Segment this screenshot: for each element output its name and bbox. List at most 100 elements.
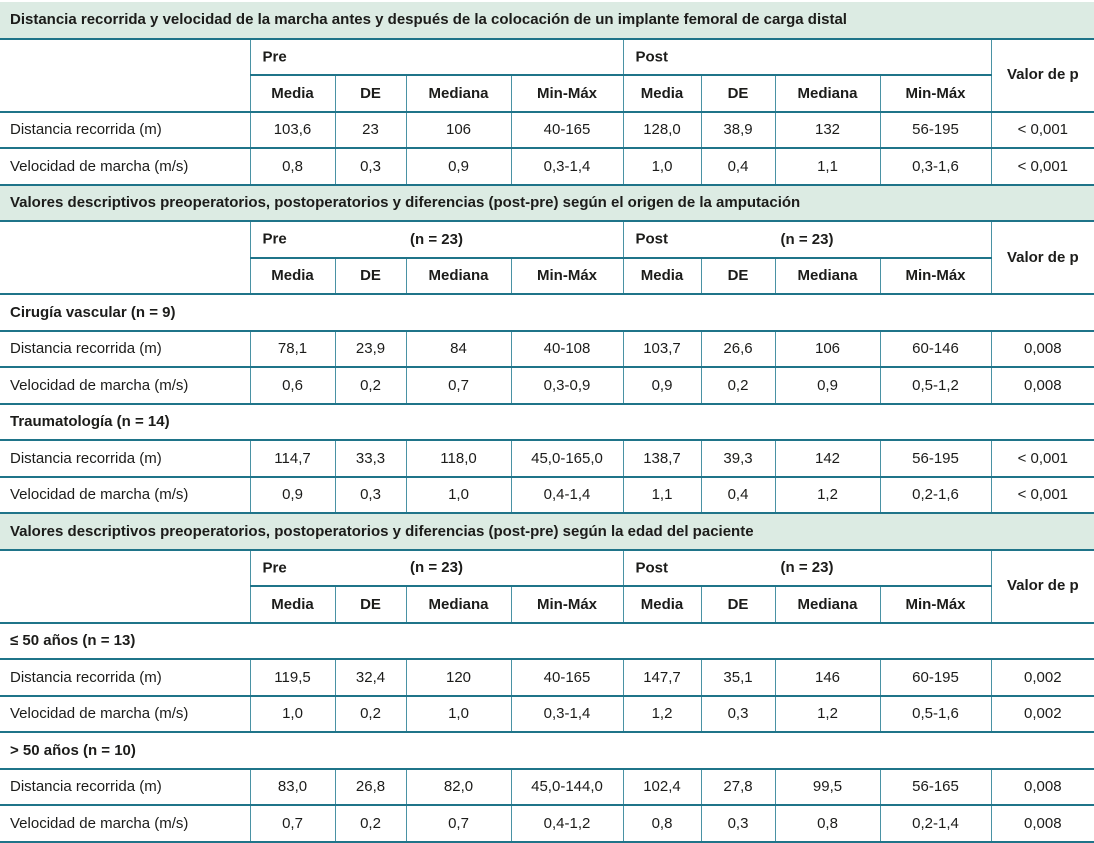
data-cell: 26,8 — [334, 767, 407, 806]
subsection-title: ≤ 50 años (n = 13) — [0, 621, 1094, 660]
data-cell: 0,008 — [990, 329, 1094, 368]
data-row: Velocidad de marcha (m/s) 0,9 0,3 1,0 0,4-1,… — [0, 475, 1094, 514]
post-label: Post — [635, 230, 669, 248]
data-cell: 0,3-0,9 — [510, 366, 624, 405]
data-cell: 0,4 — [700, 147, 776, 186]
row-label: Distancia recorrida (m) — [0, 110, 251, 149]
data-cell: 146 — [774, 658, 881, 697]
data-cell: 0,3-1,4 — [510, 694, 624, 733]
data-cell: 0,002 — [990, 658, 1094, 697]
data-cell: 128,0 — [622, 110, 702, 149]
post-group-header: Post — [622, 37, 992, 76]
p-value-header: Valor de p — [990, 37, 1094, 113]
empty-corner-cell — [0, 220, 251, 295]
column-header-pre-media: Media — [249, 585, 336, 624]
data-cell: 60-195 — [879, 658, 992, 697]
column-header-post-media: Media — [622, 256, 702, 295]
data-cell: 0,2-1,4 — [879, 804, 992, 843]
row-label: Distancia recorrida (m) — [0, 767, 251, 806]
pre-label: Pre — [262, 48, 287, 66]
empty-corner-cell — [0, 548, 251, 624]
data-cell: 0,5-1,6 — [879, 694, 992, 733]
data-cell: 0,3 — [700, 804, 776, 843]
data-cell: 120 — [405, 658, 512, 697]
p-value-header: Valor de p — [990, 548, 1094, 624]
data-cell: 1,1 — [622, 475, 702, 514]
data-cell: 142 — [774, 439, 881, 478]
data-cell: 1,0 — [249, 694, 336, 733]
column-header-post-mediana: Mediana — [774, 256, 881, 295]
data-cell: 0,9 — [405, 147, 512, 186]
data-cell: 40-165 — [510, 658, 624, 697]
group-header-row: Pre (n = 23) Post (n = 23) Valor de p — [0, 548, 1094, 624]
data-cell: 106 — [774, 329, 881, 368]
data-cell: 40-108 — [510, 329, 624, 368]
column-header-post-media: Media — [622, 585, 702, 624]
pre-group-header: Pre (n = 23) — [249, 220, 624, 259]
post-group-header: Post (n = 23) — [622, 220, 992, 259]
data-cell: 60-146 — [879, 329, 992, 368]
data-cell: 0,3-1,4 — [510, 147, 624, 186]
column-header-pre-minmax: Min-Máx — [510, 585, 624, 624]
post-n-count: (n = 23) — [780, 230, 834, 248]
data-cell: 23 — [334, 110, 407, 149]
data-cell: 1,2 — [774, 694, 881, 733]
data-cell: < 0,001 — [990, 110, 1094, 149]
pre-n-count: (n = 23) — [410, 559, 463, 577]
data-cell: 1,2 — [774, 475, 881, 514]
data-cell: 0,8 — [249, 147, 336, 186]
data-cell: 78,1 — [249, 329, 336, 368]
post-label: Post — [635, 48, 669, 66]
data-cell: 35,1 — [700, 658, 776, 697]
data-cell: 0,2-1,6 — [879, 475, 992, 514]
column-header-pre-mediana: Mediana — [405, 585, 512, 624]
section-title-row: Valores descriptivos preoperatorios, pos… — [0, 512, 1094, 551]
column-header-pre-media: Media — [249, 256, 336, 295]
data-cell: 0,5-1,2 — [879, 366, 992, 405]
column-header-post-mediana: Mediana — [774, 585, 881, 624]
column-header-post-minmax: Min-Máx — [879, 74, 992, 113]
data-cell: 0,008 — [990, 366, 1094, 405]
row-label: Velocidad de marcha (m/s) — [0, 147, 251, 186]
pre-n-count: (n = 23) — [410, 230, 463, 248]
post-n-count: (n = 23) — [780, 559, 834, 577]
data-cell: 103,6 — [249, 110, 336, 149]
data-cell: 0,2 — [334, 694, 407, 733]
section-title: Valores descriptivos preoperatorios, pos… — [0, 512, 1094, 551]
section-title-row: Distancia recorrida y velocidad de la ma… — [0, 1, 1094, 40]
data-cell: 1,2 — [622, 694, 702, 733]
group-header-row: Pre (n = 23) Post (n = 23) Valor de p — [0, 220, 1094, 295]
pre-group-header: Pre (n = 23) — [249, 548, 624, 587]
data-cell: 0,7 — [405, 366, 512, 405]
row-label: Velocidad de marcha (m/s) — [0, 694, 251, 733]
data-cell: 1,0 — [622, 147, 702, 186]
column-header-pre-mediana: Mediana — [405, 74, 512, 113]
column-header-post-de: DE — [700, 585, 776, 624]
subsection-row: Cirugía vascular (n = 9) — [0, 293, 1094, 332]
data-cell: 114,7 — [249, 439, 336, 478]
data-cell: 1,0 — [405, 694, 512, 733]
stat-header-row: Media DE Mediana Min-Máx Media DE Mediana Min-M… — [0, 74, 1094, 113]
column-header-pre-de: DE — [334, 74, 407, 113]
data-cell: 0,7 — [405, 804, 512, 843]
data-cell: < 0,001 — [990, 147, 1094, 186]
data-cell: 119,5 — [249, 658, 336, 697]
column-header-pre-de: DE — [334, 256, 407, 295]
data-cell: 147,7 — [622, 658, 702, 697]
row-label: Distancia recorrida (m) — [0, 329, 251, 368]
data-cell: 0,2 — [700, 366, 776, 405]
column-header-pre-minmax: Min-Máx — [510, 256, 624, 295]
data-cell: 45,0-165,0 — [510, 439, 624, 478]
data-cell: 23,9 — [334, 329, 407, 368]
subsection-title: Traumatología (n = 14) — [0, 402, 1094, 441]
data-cell: 84 — [405, 329, 512, 368]
column-header-pre-media: Media — [249, 74, 336, 113]
data-cell: 26,6 — [700, 329, 776, 368]
row-label: Distancia recorrida (m) — [0, 658, 251, 697]
section-title-row: Valores descriptivos preoperatorios, pos… — [0, 183, 1094, 222]
data-row: Velocidad de marcha (m/s) 0,8 0,3 0,9 0,3-1,… — [0, 147, 1094, 186]
subsection-title: > 50 años (n = 10) — [0, 731, 1094, 770]
data-row: Velocidad de marcha (m/s) 0,6 0,2 0,7 0,3-0,… — [0, 366, 1094, 405]
data-cell: 0,2 — [334, 804, 407, 843]
